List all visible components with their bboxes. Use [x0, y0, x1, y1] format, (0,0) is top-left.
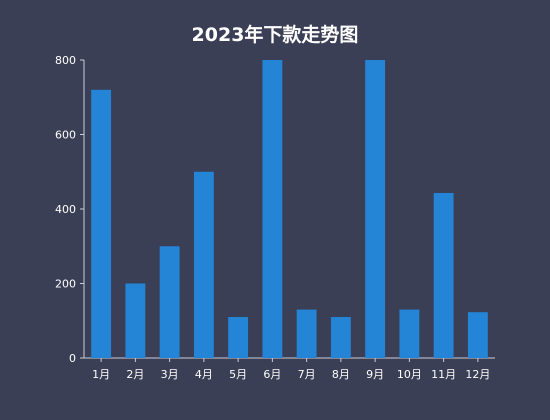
bar-11月: [434, 193, 454, 358]
bar-6月: [262, 60, 282, 358]
x-tick-label: 8月: [332, 368, 350, 381]
x-tick-label: 11月: [431, 368, 456, 381]
bar-12月: [468, 312, 488, 358]
bar-5月: [228, 317, 248, 358]
bar-8月: [331, 317, 351, 358]
y-tick-label: 0: [69, 352, 76, 365]
y-tick-label: 800: [55, 54, 76, 67]
y-tick-label: 400: [55, 203, 76, 216]
x-tick-label: 4月: [195, 368, 213, 381]
bar-1月: [91, 90, 111, 358]
bar-7月: [297, 310, 317, 358]
x-tick-label: 9月: [366, 368, 384, 381]
x-tick-label: 6月: [263, 368, 281, 381]
y-tick-label: 200: [55, 278, 76, 291]
x-tick-label: 10月: [397, 368, 422, 381]
bar-2月: [125, 284, 145, 359]
x-tick-label: 12月: [465, 368, 490, 381]
x-tick-label: 2月: [126, 368, 144, 381]
x-tick-label: 7月: [298, 368, 316, 381]
x-tick-label: 3月: [161, 368, 179, 381]
y-tick-label: 600: [55, 129, 76, 142]
bar-10月: [399, 310, 419, 358]
bar-4月: [194, 172, 214, 358]
x-tick-label: 5月: [229, 368, 247, 381]
bar-9月: [365, 60, 385, 358]
x-tick-label: 1月: [92, 368, 110, 381]
bar-3月: [160, 246, 180, 358]
